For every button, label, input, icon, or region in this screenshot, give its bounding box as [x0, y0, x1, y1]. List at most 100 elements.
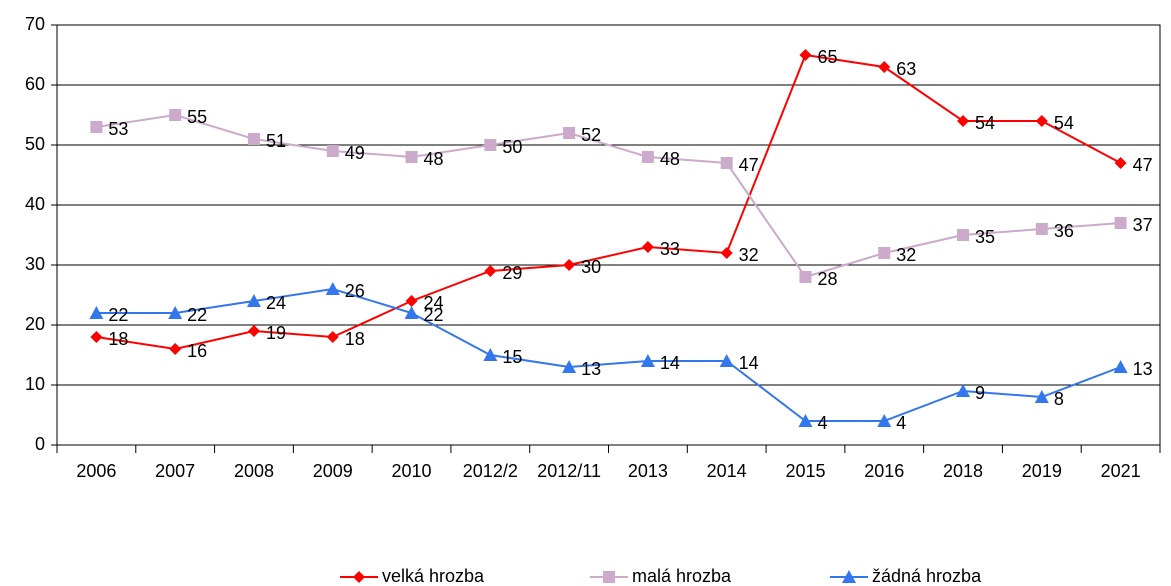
data-label: 47	[1133, 155, 1153, 175]
legend-marker	[353, 571, 365, 583]
data-label: 54	[975, 113, 995, 133]
data-label: 22	[108, 305, 128, 325]
y-tick-label: 60	[25, 74, 45, 94]
data-label: 15	[502, 347, 522, 367]
y-tick-label: 0	[35, 434, 45, 454]
point	[878, 61, 891, 73]
data-label: 24	[266, 293, 286, 313]
point	[719, 354, 734, 367]
point	[326, 145, 339, 157]
data-label: 22	[424, 305, 444, 325]
data-label: 4	[896, 413, 906, 433]
data-label: 37	[1133, 215, 1153, 235]
legend-label: malá hrozba	[632, 566, 732, 586]
data-label: 13	[581, 359, 601, 379]
data-label: 29	[502, 263, 522, 283]
point	[325, 282, 340, 295]
data-label: 54	[1054, 113, 1074, 133]
point	[563, 259, 576, 271]
point	[1035, 223, 1048, 235]
x-tick-label: 2007	[155, 461, 195, 481]
point	[483, 348, 498, 361]
point	[798, 414, 813, 427]
point	[169, 343, 182, 355]
x-tick-label: 2012/11	[537, 461, 601, 481]
point	[562, 360, 577, 373]
x-tick-label: 2012/2	[463, 461, 518, 481]
x-tick-label: 2006	[76, 461, 116, 481]
x-tick-label: 2013	[628, 461, 668, 481]
point	[246, 294, 261, 307]
point	[89, 306, 104, 319]
point	[247, 133, 260, 145]
point	[720, 247, 733, 259]
data-label: 19	[266, 323, 286, 343]
data-label: 14	[739, 353, 759, 373]
data-label: 63	[896, 59, 916, 79]
y-tick-label: 70	[25, 14, 45, 34]
point	[957, 115, 970, 127]
y-tick-label: 40	[25, 194, 45, 214]
point	[640, 354, 655, 367]
x-tick-label: 2015	[785, 461, 825, 481]
data-label: 28	[817, 269, 837, 289]
data-label: 48	[660, 149, 680, 169]
point	[641, 151, 654, 163]
data-label: 50	[502, 137, 522, 157]
data-label: 48	[424, 149, 444, 169]
point	[90, 121, 103, 133]
point	[1114, 217, 1127, 229]
point	[484, 139, 497, 151]
legend-label: žádná hrozba	[872, 566, 982, 586]
data-label: 53	[108, 119, 128, 139]
point	[247, 325, 260, 337]
data-label: 33	[660, 239, 680, 259]
point	[404, 306, 419, 319]
point	[405, 295, 418, 307]
point	[1034, 390, 1049, 403]
point	[484, 265, 497, 277]
y-tick-label: 20	[25, 314, 45, 334]
point	[168, 306, 183, 319]
data-label: 22	[187, 305, 207, 325]
data-label: 51	[266, 131, 286, 151]
point	[878, 247, 891, 259]
data-label: 9	[975, 383, 985, 403]
x-tick-label: 2010	[392, 461, 432, 481]
data-label: 32	[896, 245, 916, 265]
point	[169, 109, 182, 121]
data-label: 16	[187, 341, 207, 361]
x-tick-label: 2009	[313, 461, 353, 481]
x-tick-label: 2008	[234, 461, 274, 481]
point	[1113, 360, 1128, 373]
y-tick-label: 10	[25, 374, 45, 394]
data-label: 30	[581, 257, 601, 277]
x-tick-label: 2014	[707, 461, 747, 481]
legend-marker	[842, 570, 856, 583]
data-label: 14	[660, 353, 680, 373]
point	[720, 157, 733, 169]
data-label: 18	[108, 329, 128, 349]
data-label: 52	[581, 125, 601, 145]
legend-label: velká hrozba	[382, 566, 485, 586]
point	[799, 49, 812, 61]
data-label: 47	[739, 155, 759, 175]
x-tick-label: 2018	[943, 461, 983, 481]
data-label: 35	[975, 227, 995, 247]
series-line	[96, 113, 1121, 279]
y-tick-label: 30	[25, 254, 45, 274]
point	[956, 384, 971, 397]
point	[90, 331, 103, 343]
point	[563, 127, 576, 139]
x-tick-label: 2016	[864, 461, 904, 481]
point	[1035, 115, 1048, 127]
data-label: 13	[1133, 359, 1153, 379]
data-label: 24	[424, 293, 444, 313]
data-label: 55	[187, 107, 207, 127]
point	[326, 331, 339, 343]
data-label: 4	[817, 413, 827, 433]
point	[641, 241, 654, 253]
data-label: 32	[739, 245, 759, 265]
data-label: 8	[1054, 389, 1064, 409]
